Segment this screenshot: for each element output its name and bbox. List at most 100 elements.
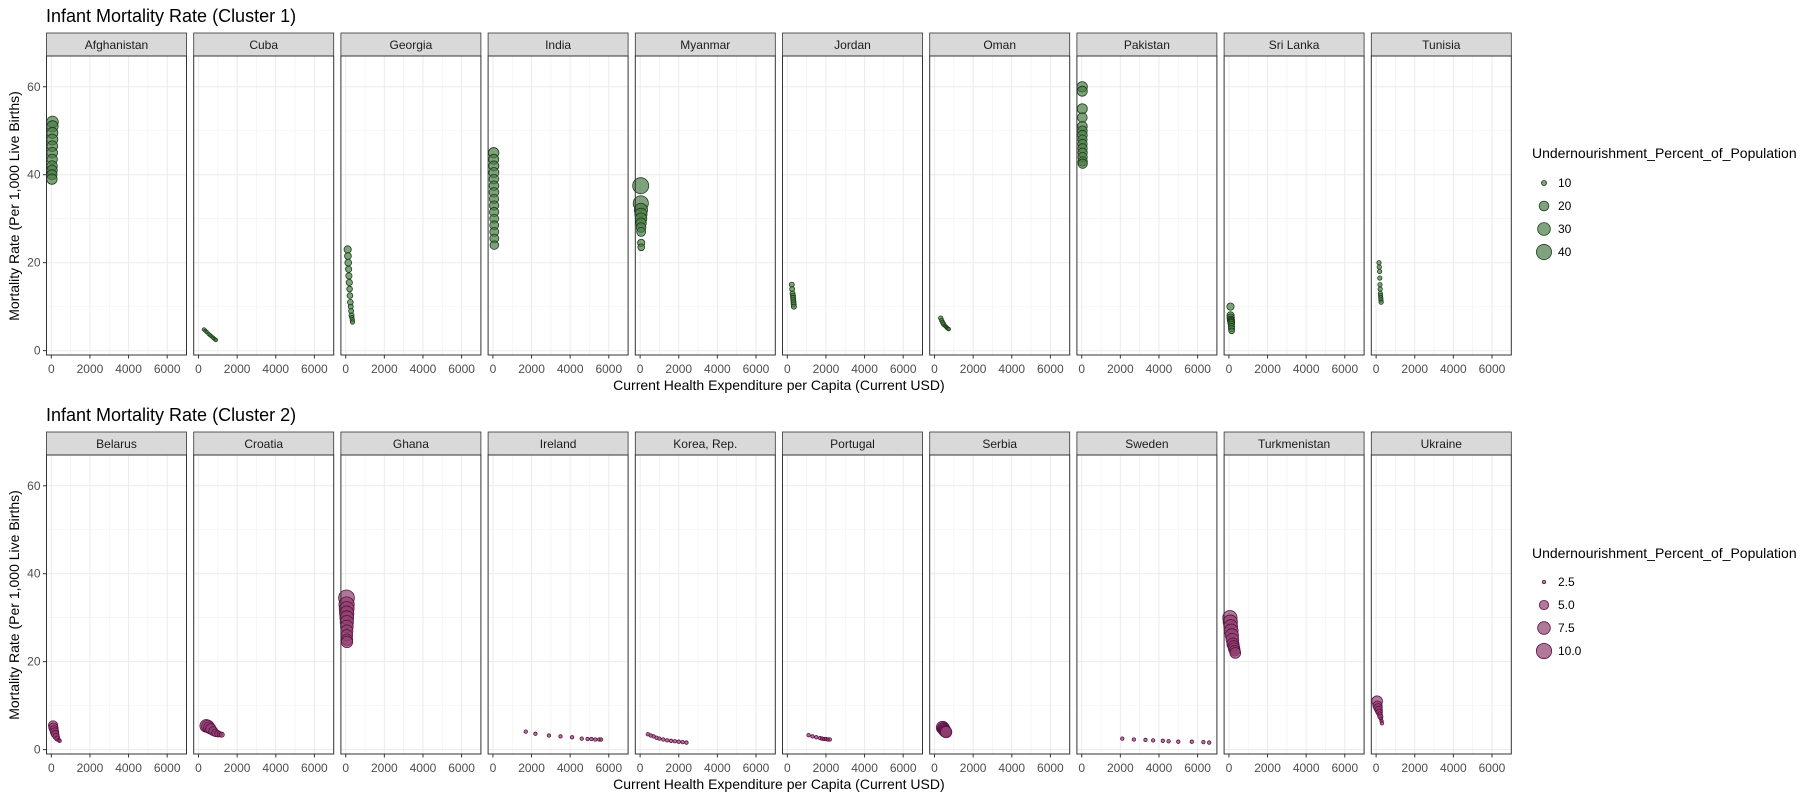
x-tick-label: 4000 bbox=[851, 362, 878, 376]
x-tick-label: 6000 bbox=[1037, 761, 1064, 775]
data-point bbox=[585, 736, 590, 742]
facet-strip-label: Oman bbox=[983, 38, 1016, 52]
x-tick-label: 0 bbox=[1373, 761, 1380, 775]
data-point bbox=[349, 319, 356, 325]
facet-strip-label: India bbox=[545, 38, 571, 52]
data-point bbox=[1189, 739, 1194, 744]
panel-border bbox=[46, 454, 187, 755]
x-tick-label: 0 bbox=[490, 761, 497, 775]
panel-background bbox=[1224, 455, 1365, 754]
x-tick-label: 2000 bbox=[1401, 362, 1428, 376]
data-point bbox=[1377, 286, 1383, 292]
x-tick-label: 0 bbox=[342, 761, 349, 775]
x-tick-label: 6000 bbox=[743, 761, 770, 775]
data-point bbox=[218, 731, 225, 738]
data-point bbox=[1160, 738, 1165, 743]
panel-background bbox=[782, 455, 923, 754]
data-point bbox=[57, 738, 62, 743]
data-point bbox=[1376, 264, 1382, 270]
x-tick-label: 0 bbox=[931, 362, 938, 376]
data-point bbox=[1076, 85, 1088, 97]
panel-border bbox=[1370, 55, 1512, 356]
x-tick-label: 2000 bbox=[224, 761, 251, 775]
x-tick-label: 2000 bbox=[960, 362, 987, 376]
legend-key bbox=[1536, 244, 1552, 260]
facet-panel-georgia: Georgia 0 2000 4000 6000 bbox=[340, 32, 482, 376]
facet-strip-label: Afghanistan bbox=[85, 38, 148, 52]
data-point bbox=[346, 285, 353, 293]
data-point bbox=[636, 227, 647, 237]
data-point bbox=[668, 738, 674, 743]
panel-background bbox=[340, 56, 481, 355]
data-point bbox=[489, 240, 499, 250]
x-tick-label: 0 bbox=[1078, 362, 1085, 376]
x-tick-label: 4000 bbox=[1440, 362, 1467, 376]
x-tick-label: 0 bbox=[195, 761, 202, 775]
legend-label: 20 bbox=[1558, 199, 1572, 213]
facet-panel-turkmenistan: Turkmenistan 0 2000 4000 6000 bbox=[1222, 431, 1365, 775]
data-point bbox=[1228, 327, 1235, 335]
facet-panel-jordan: Jordan 0 2000 4000 6000 bbox=[782, 32, 923, 376]
data-point bbox=[940, 725, 953, 739]
data-point bbox=[523, 729, 528, 734]
data-point bbox=[657, 736, 662, 741]
x-tick-label: 0 bbox=[637, 761, 644, 775]
panel-border bbox=[487, 454, 629, 755]
data-point bbox=[1378, 299, 1384, 305]
x-tick-label: 6000 bbox=[1331, 362, 1358, 376]
facet-strip-label: Serbia bbox=[982, 437, 1017, 451]
data-point bbox=[344, 252, 352, 260]
data-point bbox=[589, 736, 594, 742]
panel-background bbox=[193, 455, 334, 754]
data-point bbox=[546, 733, 552, 738]
panel-background bbox=[46, 455, 187, 754]
panel-border bbox=[193, 454, 335, 755]
x-tick-label: 4000 bbox=[410, 362, 437, 376]
chart-cluster-1: Infant Mortality Rate (Cluster 1) Afghani… bbox=[6, 6, 1797, 393]
data-point bbox=[946, 326, 951, 332]
data-point bbox=[346, 292, 354, 299]
x-tick-label: 2000 bbox=[518, 761, 545, 775]
y-tick-label: 40 bbox=[27, 168, 41, 182]
data-point bbox=[1120, 736, 1125, 741]
x-tick-label: 6000 bbox=[301, 761, 328, 775]
facet-strip-label: Jordan bbox=[834, 38, 871, 52]
data-point bbox=[1076, 103, 1088, 115]
x-axis-title: Current Health Expenditure per Capita (C… bbox=[613, 377, 944, 393]
x-tick-label: 4000 bbox=[1293, 362, 1320, 376]
data-point bbox=[345, 272, 353, 280]
x-tick-label: 2000 bbox=[224, 362, 251, 376]
x-tick-label: 4000 bbox=[262, 761, 289, 775]
facet-panel-croatia: Croatia 0 2000 4000 6000 bbox=[193, 431, 335, 775]
panel-border bbox=[340, 55, 482, 356]
x-tick-label: 4000 bbox=[998, 362, 1025, 376]
data-point bbox=[632, 177, 650, 195]
data-point bbox=[1131, 737, 1136, 742]
legend-title: Undernourishment_Percent_of_Population bbox=[1532, 545, 1797, 561]
panel-border bbox=[1223, 454, 1365, 755]
x-tick-label: 0 bbox=[1373, 362, 1380, 376]
panel-border bbox=[1370, 454, 1512, 755]
facet-panel-belarus: Belarus 0 2000 4000 6000 0 20 40 60 bbox=[27, 431, 187, 775]
facet-strip-label: Myanmar bbox=[680, 38, 730, 52]
x-tick-label: 4000 bbox=[851, 761, 878, 775]
x-tick-label: 6000 bbox=[890, 362, 917, 376]
x-tick-label: 4000 bbox=[557, 362, 584, 376]
x-tick-label: 2000 bbox=[813, 362, 840, 376]
data-point bbox=[1379, 721, 1385, 726]
facet-panel-cuba: Cuba 0 2000 4000 6000 bbox=[193, 32, 335, 376]
data-point bbox=[345, 278, 353, 286]
x-tick-label: 2000 bbox=[371, 761, 398, 775]
chart-cluster-2: Infant Mortality Rate (Cluster 2) Belarus… bbox=[6, 405, 1797, 792]
x-tick-label: 4000 bbox=[557, 761, 584, 775]
x-tick-label: 4000 bbox=[1146, 362, 1173, 376]
x-tick-label: 0 bbox=[931, 761, 938, 775]
data-point bbox=[1377, 268, 1383, 275]
data-point bbox=[661, 737, 666, 742]
panel-background bbox=[488, 56, 629, 355]
legend-title: Undernourishment_Percent_of_Population bbox=[1532, 145, 1797, 161]
data-point bbox=[593, 737, 598, 742]
panel-background bbox=[1224, 56, 1365, 355]
panel-background bbox=[1076, 455, 1217, 754]
